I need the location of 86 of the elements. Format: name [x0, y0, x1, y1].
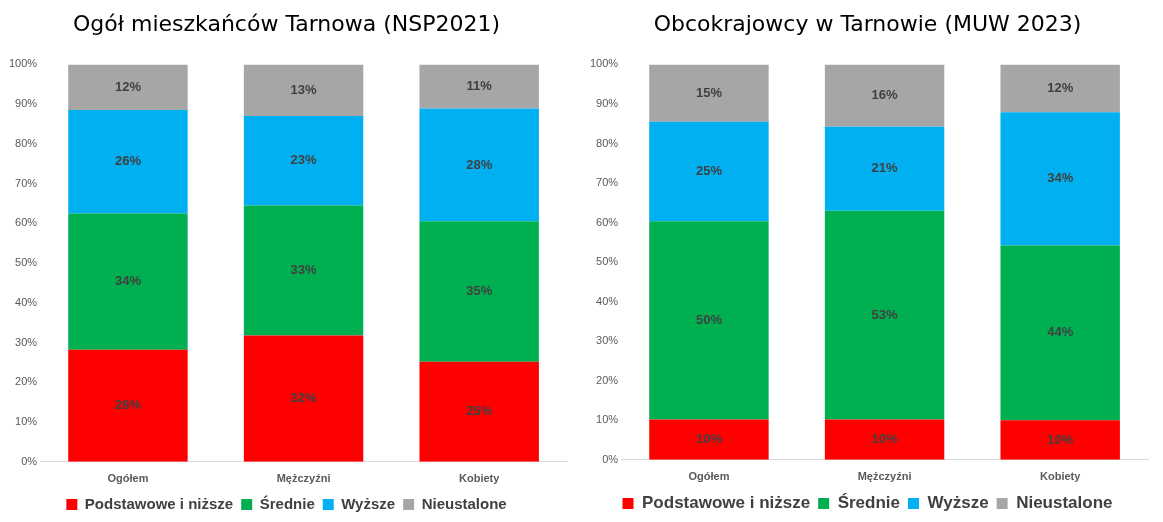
y-tick-label: 70% — [15, 176, 38, 189]
legend-label: Podstawowe i niższe — [84, 494, 234, 512]
y-tick-label: 80% — [15, 136, 38, 149]
legend-label: Nieustalone — [421, 494, 507, 512]
bar — [1000, 112, 1120, 246]
data-label: 44% — [1047, 324, 1074, 340]
bar — [419, 64, 539, 109]
data-label: 50% — [695, 312, 723, 327]
y-tick-label: 60% — [596, 215, 619, 228]
bar — [243, 335, 364, 462]
bar — [1000, 420, 1120, 460]
x-tick-label: Kobiety — [1040, 470, 1082, 483]
bar — [649, 64, 769, 122]
y-tick-label: 100% — [8, 57, 38, 70]
y-tick-label: 90% — [596, 96, 619, 109]
y-tick-label: 20% — [15, 375, 38, 388]
chart-title: Obcokrajowcy w Tarnowie (MUW 2023) — [653, 10, 1082, 36]
bar — [68, 349, 188, 462]
bar — [824, 419, 945, 460]
x-tick-label: Ogółem — [107, 472, 149, 485]
y-tick-label: 20% — [596, 373, 619, 386]
data-label: 33% — [290, 262, 318, 278]
y-tick-label: 80% — [596, 136, 619, 149]
chart-title: Ogół mieszkańców Tarnowa (NSP2021) — [72, 10, 501, 36]
data-label: 11% — [466, 78, 493, 94]
data-label: 15% — [695, 84, 723, 100]
bar — [243, 64, 364, 117]
legend-label: Wyższe — [927, 493, 989, 513]
data-label: 12% — [1047, 79, 1074, 95]
data-label: 23% — [290, 152, 318, 168]
data-label: 53% — [871, 306, 899, 322]
data-label: 34% — [114, 273, 142, 289]
y-tick-label: 90% — [15, 97, 38, 110]
x-tick-label: Kobiety — [459, 472, 501, 485]
y-tick-label: 100% — [589, 57, 619, 70]
bar — [419, 221, 539, 362]
legend-label: Wyższe — [341, 494, 396, 512]
y-tick-label: 40% — [596, 294, 619, 307]
y-tick-label: 40% — [15, 295, 38, 308]
data-label: 26% — [114, 153, 142, 169]
bar — [68, 213, 188, 350]
bar — [243, 205, 364, 336]
y-tick-label: 0% — [21, 454, 38, 467]
bar — [649, 121, 769, 222]
y-tick-label: 60% — [15, 216, 38, 229]
data-label: 16% — [871, 87, 899, 103]
y-tick-label: 50% — [596, 255, 619, 268]
x-tick-label: Mężczyźni — [276, 472, 331, 485]
y-tick-label: 30% — [596, 334, 619, 347]
data-label: 12% — [114, 78, 142, 94]
data-label: 10% — [695, 431, 723, 447]
bar — [1000, 245, 1120, 421]
data-label: 10% — [1047, 431, 1074, 447]
legend-label: Podstawowe i niższe — [642, 493, 811, 513]
data-label: 25% — [695, 163, 723, 179]
data-label: 35% — [466, 283, 493, 299]
x-tick-label: Ogółem — [688, 470, 730, 483]
data-label: 32% — [290, 390, 318, 406]
data-label: 28% — [114, 397, 142, 413]
legend-label: Średnie — [837, 493, 901, 513]
y-tick-label: 10% — [596, 413, 619, 426]
data-label: 28% — [466, 156, 493, 172]
bar — [824, 126, 945, 211]
bar — [824, 64, 945, 127]
bar — [419, 108, 539, 222]
data-label: 10% — [871, 431, 899, 447]
bar — [824, 210, 945, 420]
y-tick-label: 70% — [596, 176, 619, 189]
data-label: 25% — [466, 403, 493, 419]
legend-label: Średnie — [259, 494, 315, 512]
bar — [649, 419, 769, 460]
legend-label: Nieustalone — [1016, 493, 1113, 513]
data-label: 34% — [1047, 170, 1074, 186]
bar — [1000, 64, 1120, 113]
bar — [419, 361, 539, 462]
bar — [68, 64, 188, 111]
bar — [68, 110, 188, 214]
bar — [649, 221, 769, 420]
data-label: 21% — [871, 160, 899, 176]
y-tick-label: 0% — [602, 452, 619, 465]
data-label: 13% — [290, 81, 318, 97]
y-tick-label: 30% — [15, 335, 38, 348]
y-tick-label: 50% — [15, 256, 38, 269]
x-tick-label: Mężczyźni — [857, 470, 912, 483]
bar — [243, 116, 364, 206]
y-tick-label: 10% — [15, 415, 38, 428]
